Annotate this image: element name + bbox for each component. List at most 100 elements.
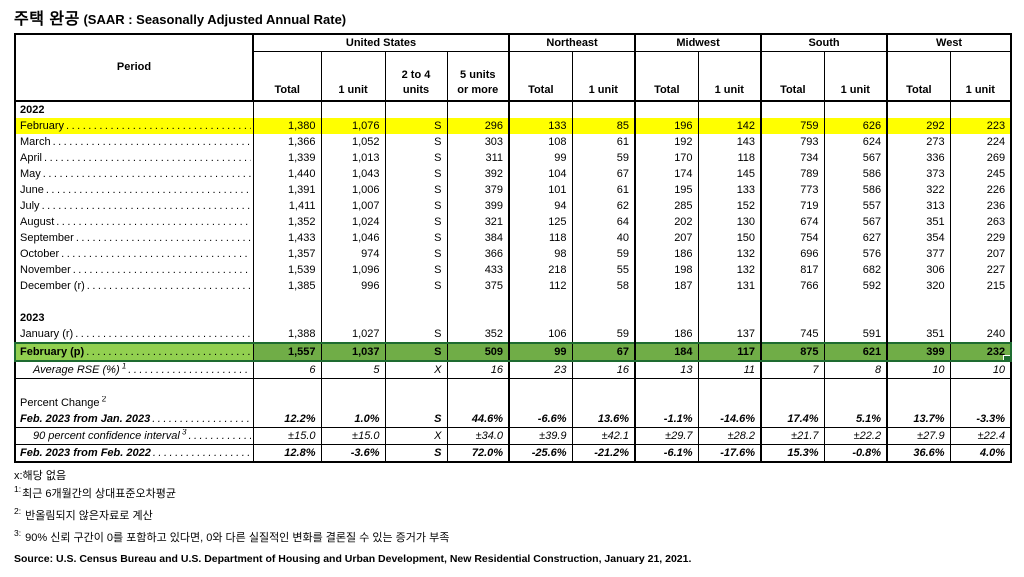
cell[interactable]: 696: [760, 246, 825, 262]
cell[interactable]: 745: [760, 326, 825, 343]
column-header-total[interactable]: Total: [760, 51, 825, 102]
period-cell[interactable]: September...............................…: [14, 230, 254, 246]
cell[interactable]: 64: [571, 214, 637, 230]
cell[interactable]: 8: [823, 361, 889, 379]
cell[interactable]: -1.1%: [634, 411, 699, 428]
cell[interactable]: 67: [571, 166, 637, 182]
cell[interactable]: 377: [886, 246, 951, 262]
period-cell[interactable]: June....................................…: [14, 182, 254, 198]
period-cell[interactable]: 2023: [14, 310, 254, 326]
cell[interactable]: [384, 395, 448, 411]
cell[interactable]: [697, 101, 763, 118]
cell[interactable]: 55: [571, 262, 637, 278]
cell[interactable]: 232: [949, 342, 1013, 362]
cell[interactable]: 192: [634, 134, 699, 150]
cell[interactable]: [634, 378, 699, 395]
cell[interactable]: S: [384, 444, 448, 462]
cell[interactable]: 1,076: [320, 118, 386, 134]
cell[interactable]: 682: [823, 262, 889, 278]
cell[interactable]: [252, 294, 322, 310]
cell[interactable]: [571, 294, 637, 310]
cell[interactable]: 1,007: [320, 198, 386, 214]
cell[interactable]: S: [384, 134, 448, 150]
column-header-2-to-4-units[interactable]: 2 to 4 units: [384, 51, 448, 102]
period-cell[interactable]: Feb. 2023 from Jan. 2023................…: [14, 411, 254, 428]
cell[interactable]: 352: [446, 326, 511, 343]
cell[interactable]: 719: [760, 198, 825, 214]
period-cell[interactable]: Percent Change 2: [14, 395, 254, 411]
cell[interactable]: 23: [508, 361, 573, 379]
period-cell[interactable]: 90 percent confidence interval 3........…: [14, 427, 254, 445]
cell[interactable]: 207: [949, 246, 1012, 262]
cell[interactable]: 373: [886, 166, 951, 182]
cell[interactable]: S: [384, 118, 448, 134]
cell[interactable]: 99: [508, 342, 573, 362]
cell[interactable]: 5.1%: [823, 411, 889, 428]
cell[interactable]: 12.8%: [252, 444, 322, 462]
cell[interactable]: 186: [634, 246, 699, 262]
cell[interactable]: [886, 294, 951, 310]
column-header-period[interactable]: Period: [14, 33, 254, 102]
cell[interactable]: [634, 310, 699, 326]
cell[interactable]: ±42.1: [571, 427, 637, 445]
cell[interactable]: [760, 310, 825, 326]
cell[interactable]: 59: [571, 150, 637, 166]
cell[interactable]: 13.6%: [571, 411, 637, 428]
period-cell[interactable]: [14, 378, 254, 395]
column-header-1-unit[interactable]: 1 unit: [949, 51, 1012, 102]
cell[interactable]: 5: [320, 361, 386, 379]
cell[interactable]: 6: [252, 361, 322, 379]
cell[interactable]: -14.6%: [697, 411, 763, 428]
cell[interactable]: 366: [446, 246, 511, 262]
cell[interactable]: 62: [571, 198, 637, 214]
cell[interactable]: 98: [508, 246, 573, 262]
cell[interactable]: 143: [697, 134, 763, 150]
cell[interactable]: 224: [949, 134, 1012, 150]
cell[interactable]: 104: [508, 166, 573, 182]
cell[interactable]: 974: [320, 246, 386, 262]
cell[interactable]: -21.2%: [571, 444, 637, 462]
cell[interactable]: ±39.9: [508, 427, 573, 445]
cell[interactable]: 67: [571, 342, 637, 362]
cell[interactable]: [446, 378, 511, 395]
cell[interactable]: [384, 378, 448, 395]
cell[interactable]: 133: [697, 182, 763, 198]
cell[interactable]: S: [384, 326, 448, 343]
cell[interactable]: 592: [823, 278, 889, 294]
cell[interactable]: 1,433: [252, 230, 322, 246]
cell[interactable]: [571, 395, 637, 411]
cell[interactable]: 1,043: [320, 166, 386, 182]
cell[interactable]: 150: [697, 230, 763, 246]
cell[interactable]: [886, 310, 951, 326]
cell[interactable]: 627: [823, 230, 889, 246]
period-cell[interactable]: August..................................…: [14, 214, 254, 230]
cell[interactable]: 125: [508, 214, 573, 230]
cell[interactable]: ±15.0: [320, 427, 386, 445]
cell[interactable]: 236: [949, 198, 1012, 214]
cell[interactable]: ±15.0: [252, 427, 322, 445]
cell[interactable]: 306: [886, 262, 951, 278]
cell[interactable]: 195: [634, 182, 699, 198]
cell[interactable]: 132: [697, 246, 763, 262]
cell[interactable]: 1,366: [252, 134, 322, 150]
cell[interactable]: 1,339: [252, 150, 322, 166]
cell[interactable]: [508, 378, 573, 395]
cell[interactable]: 112: [508, 278, 573, 294]
period-cell[interactable]: 2022: [14, 101, 254, 118]
cell[interactable]: [320, 395, 386, 411]
cell[interactable]: 336: [886, 150, 951, 166]
cell[interactable]: 174: [634, 166, 699, 182]
cell[interactable]: 392: [446, 166, 511, 182]
cell[interactable]: 16: [571, 361, 637, 379]
cell[interactable]: 766: [760, 278, 825, 294]
cell[interactable]: 624: [823, 134, 889, 150]
period-cell[interactable]: December (r)............................…: [14, 278, 254, 294]
cell[interactable]: 72.0%: [446, 444, 511, 462]
cell[interactable]: [508, 395, 573, 411]
cell[interactable]: [508, 310, 573, 326]
cell[interactable]: 106: [508, 326, 573, 343]
cell[interactable]: 13: [634, 361, 699, 379]
cell[interactable]: ±22.4: [949, 427, 1012, 445]
cell[interactable]: 101: [508, 182, 573, 198]
cell[interactable]: S: [384, 342, 448, 362]
